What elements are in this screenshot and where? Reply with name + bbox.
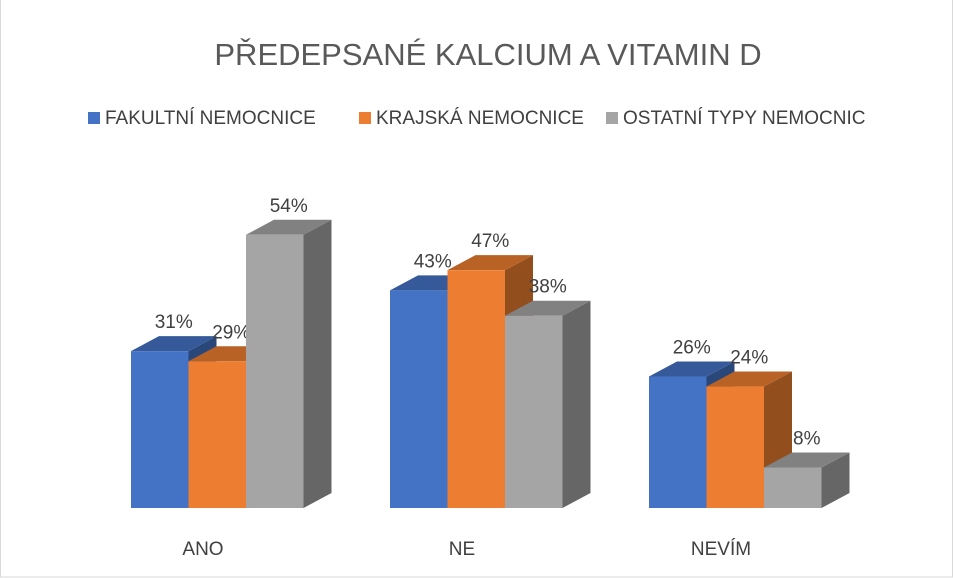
bar-side [303,219,332,508]
x-tick-label: NEVÍM [691,539,751,560]
legend-swatch [88,112,100,124]
x-tick-label: ANO [182,539,223,560]
data-label: 47% [471,231,509,252]
chart-title: PŘEDEPSANÉ KALCIUM A VITAMIN D [214,37,761,72]
bar [131,351,189,508]
legend-label: FAKULTNÍ NEMOCNICE [105,108,316,129]
bar [505,315,563,508]
bar [764,467,822,508]
bar [447,270,505,508]
data-label: 8% [793,429,821,450]
bar-top [131,336,217,352]
legend-swatch [606,112,618,124]
bar-side [562,300,591,508]
data-label: 43% [414,251,452,272]
bar [390,290,448,508]
data-label: 31% [155,312,193,333]
bar [188,361,246,508]
bar [706,386,764,508]
bar [649,376,707,508]
bar [246,234,304,508]
data-label: 54% [270,196,308,217]
data-label: 38% [529,277,567,298]
bar-top [706,371,792,387]
bar-top [764,452,850,468]
x-tick-label: NE [449,539,475,560]
bar-side [821,452,850,508]
legend-swatch [359,112,371,124]
bar-top [505,300,591,316]
data-label: 26% [673,337,711,358]
legend-label: OSTATNÍ TYPY NEMOCNIC [623,108,865,129]
bar-top [246,219,332,235]
bar-top [649,361,735,377]
data-label: 29% [212,322,250,343]
data-label: 24% [730,348,768,369]
bar-top [447,255,533,271]
legend-label: KRAJSKÁ NEMOCNICE [376,108,584,129]
